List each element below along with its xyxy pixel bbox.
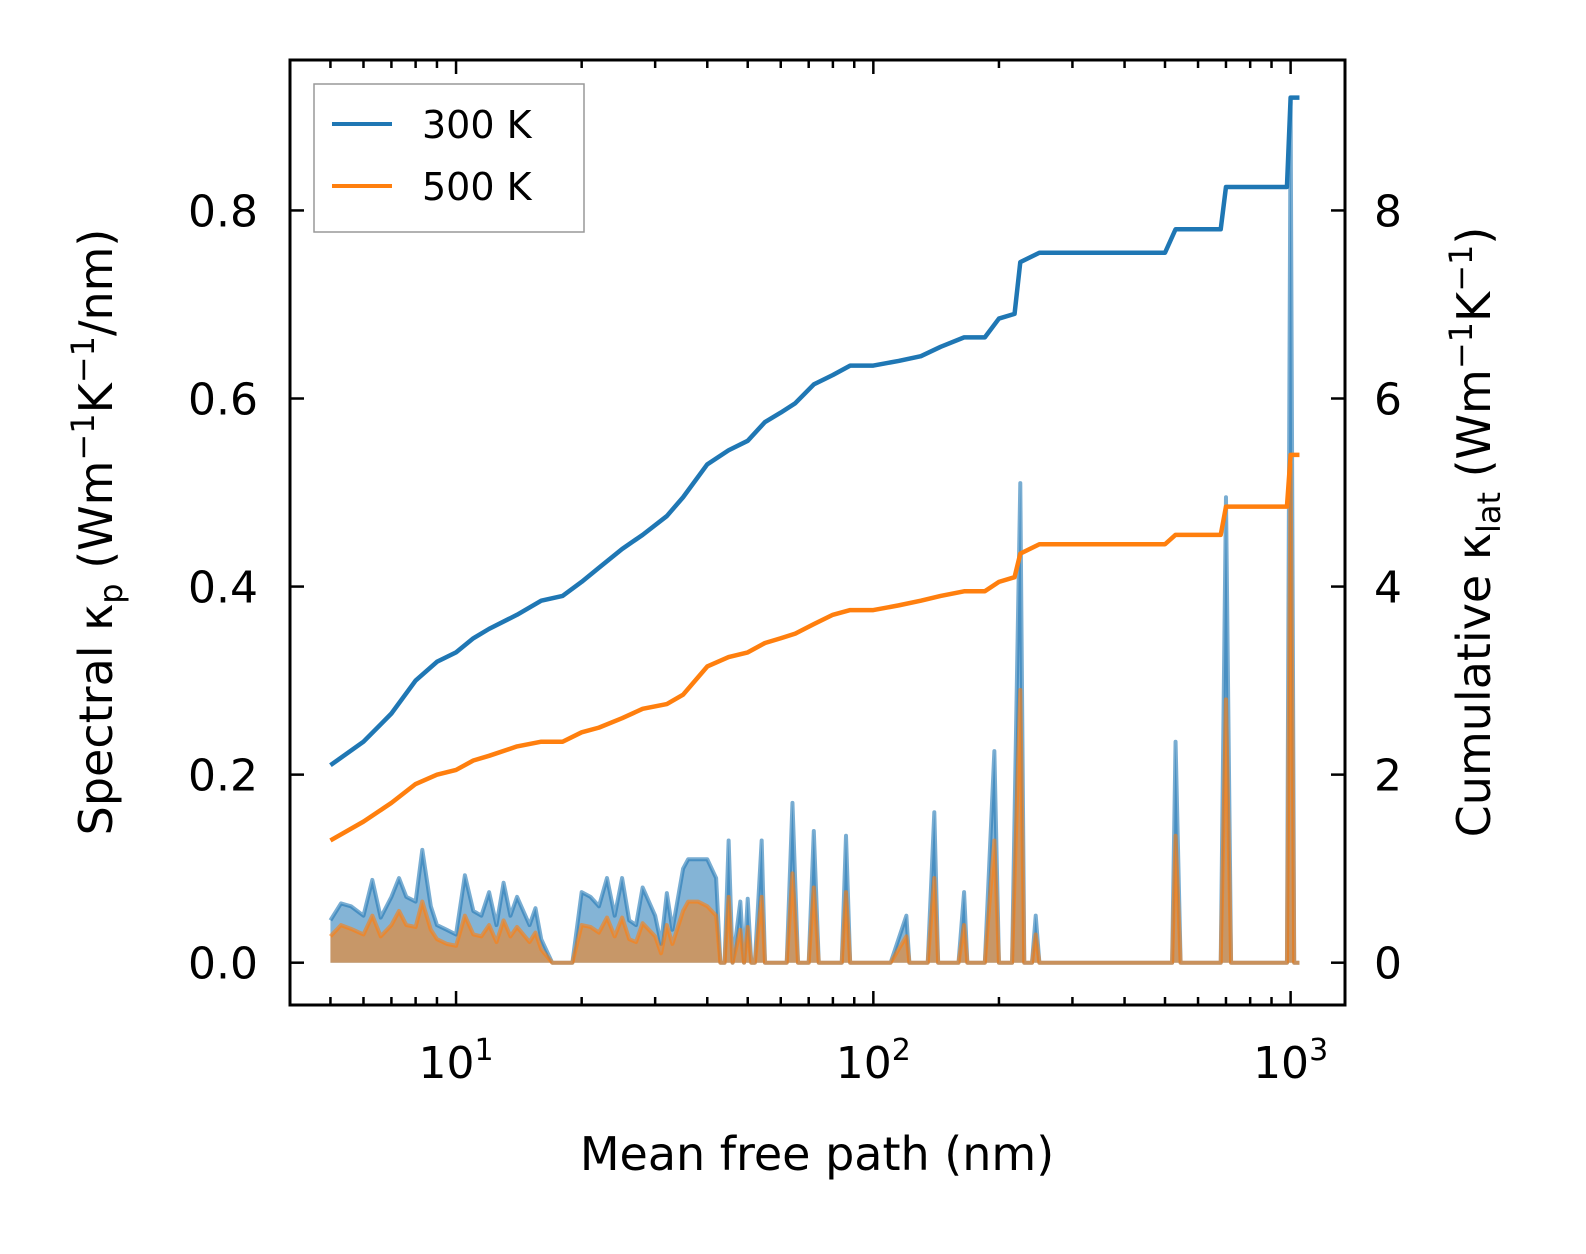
right-y-tick-label: 0: [1374, 939, 1402, 990]
cumulative-lines: [329, 95, 1300, 843]
x-tick-labels: 101 102 103: [419, 1033, 1329, 1089]
cumulative-line-300k: [329, 95, 1300, 768]
legend-label-500k: 500 K: [422, 165, 533, 209]
legend-label-300k: 300 K: [422, 103, 533, 147]
x-tick-label: 101: [419, 1033, 494, 1089]
legend-box: [313, 83, 585, 233]
axes-frame: [288, 58, 1347, 1007]
left-y-tick-label: 0.2: [188, 751, 258, 802]
left-y-axis-title: Spectral κp (Wm−1K−1/nm): [64, 229, 130, 836]
spectral-fills: [328, 100, 1300, 965]
right-y-tick-label: 2: [1374, 751, 1402, 802]
right-y-axis-title: Cumulative κlat (Wm−1K−1): [1442, 227, 1508, 838]
right-y-tick-label: 8: [1374, 186, 1402, 237]
spectral-edge-500k: [328, 462, 1300, 965]
left-y-tick-label: 0.0: [188, 939, 258, 990]
left-y-tick-labels: 0.0 0.2 0.4 0.6 0.8: [188, 186, 258, 989]
x-axis-title: Mean free path (nm): [580, 1127, 1054, 1181]
x-tick-label: 102: [836, 1033, 911, 1089]
right-y-tick-label: 6: [1374, 375, 1402, 426]
cumulative-line-500k: [329, 452, 1300, 843]
right-y-tick-labels: 0 2 4 6 8: [1374, 186, 1402, 989]
right-y-tick-label: 4: [1374, 563, 1402, 614]
left-y-tick-label: 0.6: [188, 375, 258, 426]
legend: 300 K 500 K: [313, 83, 585, 233]
left-y-tick-label: 0.8: [188, 186, 258, 237]
x-tick-label: 103: [1253, 1033, 1328, 1089]
left-y-tick-label: 0.4: [188, 563, 258, 614]
